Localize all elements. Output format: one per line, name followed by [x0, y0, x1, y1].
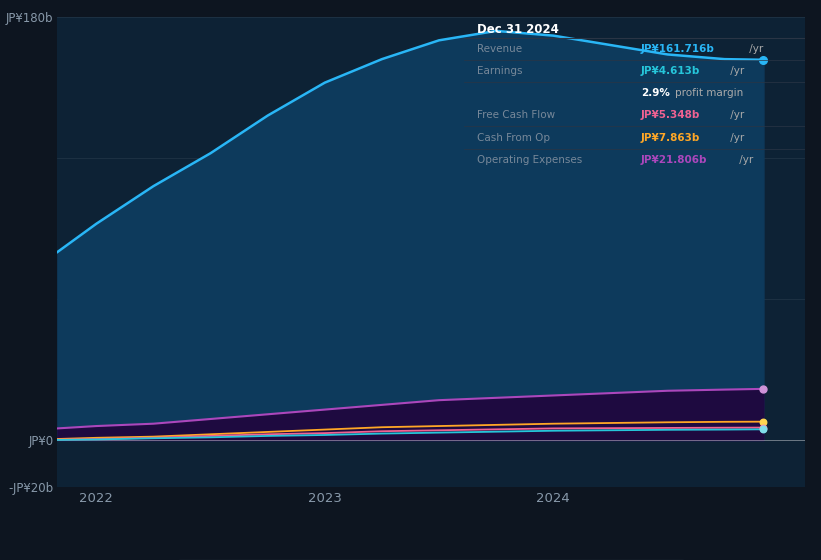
Text: profit margin: profit margin	[675, 88, 743, 98]
Text: Cash From Op: Cash From Op	[478, 133, 551, 142]
Text: /yr: /yr	[727, 66, 744, 76]
Text: JP¥161.716b: JP¥161.716b	[641, 44, 715, 54]
Text: JP¥4.613b: JP¥4.613b	[641, 66, 700, 76]
Text: JP¥5.348b: JP¥5.348b	[641, 110, 700, 120]
Point	[757, 384, 770, 393]
Point	[757, 425, 770, 434]
Text: /yr: /yr	[736, 155, 754, 165]
Text: 2.9%: 2.9%	[641, 88, 670, 98]
Point	[757, 417, 770, 426]
Text: Earnings: Earnings	[478, 66, 523, 76]
Text: Dec 31 2024: Dec 31 2024	[478, 23, 559, 36]
Text: Operating Expenses: Operating Expenses	[478, 155, 583, 165]
Point	[757, 423, 770, 432]
Text: Revenue: Revenue	[478, 44, 523, 54]
Text: /yr: /yr	[727, 133, 744, 142]
Text: /yr: /yr	[746, 44, 764, 54]
Text: JP¥21.806b: JP¥21.806b	[641, 155, 708, 165]
Text: JP¥7.863b: JP¥7.863b	[641, 133, 700, 142]
Text: /yr: /yr	[727, 110, 744, 120]
Text: Free Cash Flow: Free Cash Flow	[478, 110, 556, 120]
Point	[757, 55, 770, 64]
